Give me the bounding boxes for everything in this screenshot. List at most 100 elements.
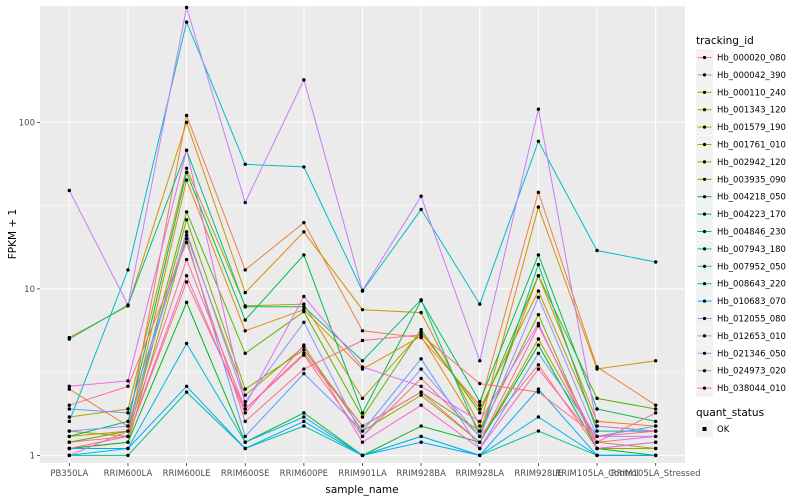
data-point xyxy=(536,387,541,391)
data-point xyxy=(243,268,247,272)
x-tick-label: RRIM928LE xyxy=(514,469,562,479)
data-point xyxy=(184,237,189,241)
data-point xyxy=(419,207,423,212)
legend-key-point xyxy=(702,351,707,355)
data-point xyxy=(478,453,482,458)
data-point xyxy=(302,294,306,299)
data-point xyxy=(419,310,423,315)
legend-color-title: tracking_id xyxy=(696,35,754,47)
data-point xyxy=(360,288,365,293)
data-point xyxy=(302,253,306,257)
legend-key-point xyxy=(702,73,707,77)
x-tick-label: RRIM600PE xyxy=(280,469,328,479)
data-point xyxy=(360,434,365,439)
data-point xyxy=(653,434,658,439)
data-point xyxy=(419,330,423,334)
data-point xyxy=(419,390,423,394)
legend-label: Hb_001579_190 xyxy=(717,123,786,133)
data-point xyxy=(126,407,130,411)
data-point xyxy=(67,440,72,444)
data-point xyxy=(653,403,658,407)
data-point xyxy=(419,384,423,388)
legend-label: Hb_010683_070 xyxy=(717,297,786,307)
data-point xyxy=(184,113,189,118)
data-point xyxy=(126,453,130,458)
data-point xyxy=(419,440,423,444)
legend-shape-items: OK xyxy=(696,420,730,438)
data-point xyxy=(419,357,423,361)
data-point xyxy=(419,194,423,198)
x-tick-label: RRIM600SE xyxy=(221,469,270,479)
data-point xyxy=(536,312,541,317)
data-point xyxy=(536,107,541,111)
data-point xyxy=(478,424,482,428)
data-point xyxy=(478,403,482,407)
legend-key-point xyxy=(702,264,707,268)
legend-key-point xyxy=(702,334,707,338)
data-point xyxy=(126,424,130,428)
legend-label: Hb_012653_010 xyxy=(717,332,786,342)
data-point xyxy=(184,390,189,394)
data-point xyxy=(419,434,423,439)
data-point xyxy=(536,415,541,419)
data-point xyxy=(360,415,365,419)
data-point xyxy=(595,248,599,253)
legend-label: Hb_038044_010 xyxy=(717,384,786,394)
data-point xyxy=(302,419,306,424)
data-point xyxy=(478,440,482,444)
legend-label: OK xyxy=(717,425,730,435)
legend-label: Hb_012055_080 xyxy=(717,315,786,325)
legend-label: Hb_002942_120 xyxy=(717,158,786,168)
data-point xyxy=(478,419,482,424)
y-ticks: 1 10 100 xyxy=(19,118,40,461)
data-point xyxy=(126,446,130,451)
data-point xyxy=(478,359,482,363)
data-point xyxy=(536,363,541,367)
data-point xyxy=(419,367,423,371)
legend: tracking_id Hb_000020_080Hb_000042_390Hb… xyxy=(696,35,786,438)
data-point xyxy=(302,309,306,314)
data-point xyxy=(595,453,599,458)
x-tick-label: RRIM928LA xyxy=(455,469,504,479)
data-point xyxy=(302,415,306,419)
data-point xyxy=(536,367,541,371)
data-point xyxy=(360,440,365,444)
data-point xyxy=(595,367,599,371)
data-point xyxy=(184,280,189,284)
legend-key-point xyxy=(702,55,707,60)
legend-key-point xyxy=(702,386,707,390)
data-point xyxy=(67,337,72,341)
data-point xyxy=(595,434,599,439)
data-point xyxy=(595,440,599,444)
data-point xyxy=(184,170,189,175)
data-point xyxy=(360,338,365,343)
data-point xyxy=(478,407,482,411)
legend-key-point xyxy=(702,90,707,94)
legend-label: Hb_003935_090 xyxy=(717,175,786,185)
data-point xyxy=(653,453,658,458)
data-point xyxy=(419,424,423,428)
data-point xyxy=(243,446,247,451)
data-point xyxy=(243,434,247,439)
data-point xyxy=(184,233,189,237)
data-point xyxy=(536,253,541,257)
data-point xyxy=(302,367,306,371)
data-point xyxy=(653,407,658,411)
data-point xyxy=(126,268,130,272)
data-point xyxy=(595,446,599,451)
legend-label: Hb_008643_220 xyxy=(717,280,786,290)
legend-label: Hb_004223_170 xyxy=(717,210,786,220)
legend-key-point xyxy=(702,299,707,303)
data-point xyxy=(184,20,189,24)
data-point xyxy=(360,424,365,428)
data-point xyxy=(653,419,658,424)
legend-label: Hb_000042_390 xyxy=(717,71,786,81)
data-point xyxy=(478,400,482,404)
data-point xyxy=(243,419,247,424)
data-point xyxy=(67,415,72,419)
data-point xyxy=(360,329,365,333)
data-point xyxy=(243,407,247,411)
data-point xyxy=(419,376,423,381)
data-point xyxy=(184,178,189,182)
